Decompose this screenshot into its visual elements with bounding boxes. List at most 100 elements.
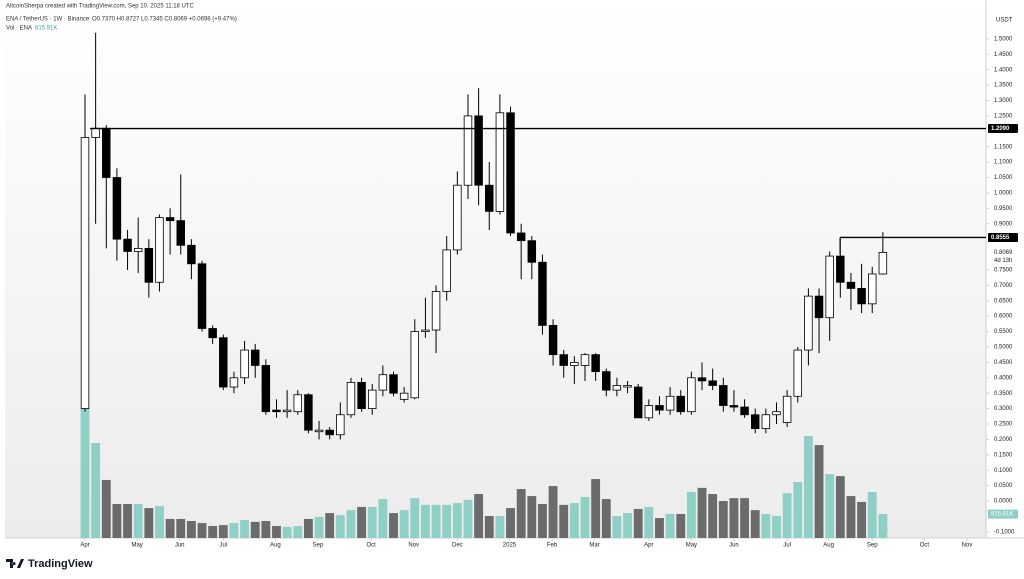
candle-body <box>644 405 654 419</box>
volume-bar <box>740 498 750 538</box>
candle-body <box>687 377 696 413</box>
candle <box>378 365 388 397</box>
volume-bar <box>761 513 771 538</box>
candle-body <box>538 261 547 326</box>
x-tick-label: Sep <box>313 543 324 549</box>
candle <box>144 239 154 298</box>
candle <box>389 371 398 397</box>
candle <box>442 236 451 301</box>
volume-bar <box>431 504 441 538</box>
volume-bar <box>495 516 505 538</box>
x-tick-label: May <box>131 543 142 549</box>
x-tick-label: Jul <box>219 543 227 549</box>
candle <box>846 273 856 310</box>
volume-bar <box>208 525 218 538</box>
volume-bar <box>80 409 90 538</box>
volume-bar <box>303 518 313 538</box>
volume-title: Vol · ENA <box>6 26 32 32</box>
candle-body <box>421 329 430 332</box>
candle-body <box>495 112 505 212</box>
candle-body <box>378 374 388 391</box>
candle <box>368 383 377 415</box>
candle <box>123 229 132 270</box>
y-tick-label: 0.4000 <box>994 375 1013 381</box>
candle-body <box>559 354 568 366</box>
candle-body <box>729 405 739 408</box>
candle <box>750 408 760 434</box>
volume-value: 815.91K <box>35 26 57 32</box>
volume-bar <box>399 510 409 538</box>
candle <box>868 266 877 314</box>
price-line-label-box <box>988 124 1018 134</box>
candle-body <box>814 295 824 319</box>
candle-body <box>655 405 664 411</box>
volume-bar <box>580 496 590 538</box>
candle <box>133 217 143 274</box>
x-tick-label: Aug <box>270 543 281 549</box>
candle-body <box>261 365 271 413</box>
candle-body <box>463 115 473 186</box>
candle <box>187 239 196 280</box>
candle-body <box>708 380 717 386</box>
candle-body <box>176 220 185 246</box>
volume-bar <box>772 516 781 538</box>
y-tick-label: 0.1500 <box>994 452 1013 458</box>
candle-body <box>112 177 122 240</box>
candle <box>559 350 568 378</box>
candle <box>229 371 239 394</box>
price-line-label: 1.2090 <box>991 126 1010 132</box>
volume-bar <box>559 504 569 538</box>
candle-body <box>208 328 217 339</box>
volume-bar <box>463 499 473 538</box>
volume-axis-label: 815.91K <box>991 512 1013 518</box>
y-tick-label: 0.0000 <box>994 499 1013 505</box>
x-tick-label: 2025 <box>503 543 517 549</box>
candle <box>304 393 313 434</box>
candle-body <box>846 281 856 289</box>
candle-body <box>165 217 175 222</box>
volume-bar <box>250 521 260 538</box>
y-tick-label: 0.1000 <box>994 468 1013 474</box>
candle <box>314 420 324 440</box>
volume-bar <box>420 504 430 538</box>
volume-bar <box>186 520 196 538</box>
candle-body <box>804 295 813 351</box>
volume-bar <box>782 493 792 538</box>
candle-body <box>102 127 111 178</box>
candle-body <box>187 244 196 265</box>
candle <box>112 168 122 261</box>
brand-name: TradingView <box>28 558 93 570</box>
candle <box>282 390 292 418</box>
candle <box>857 263 866 314</box>
y-tick-label: 0.9000 <box>994 221 1013 227</box>
candle <box>719 377 728 412</box>
volume-bar <box>155 506 164 538</box>
y-tick-label: 0.4500 <box>994 360 1013 366</box>
volume-bar <box>197 523 207 538</box>
candle-body <box>516 232 526 242</box>
volume-bar <box>452 503 462 538</box>
candle <box>878 232 888 275</box>
volume-bar <box>814 445 824 538</box>
candle-body <box>665 395 675 411</box>
candle-body <box>772 411 781 416</box>
volume-bar <box>261 520 271 538</box>
candle <box>272 399 281 418</box>
candle-body <box>453 184 462 251</box>
volume-bar <box>612 516 622 538</box>
volume-bar <box>410 498 420 538</box>
volume-bar <box>857 501 867 538</box>
candle <box>325 427 334 440</box>
y-tick-label: 1.0500 <box>994 175 1013 181</box>
candle-body <box>410 331 420 399</box>
y-tick-label: 1.0000 <box>994 190 1013 196</box>
volume-bar <box>527 496 537 538</box>
candle-body <box>719 385 728 406</box>
volume-bar <box>346 510 356 538</box>
candle <box>687 371 696 415</box>
price-line-label: 0.8555 <box>991 235 1010 241</box>
x-tick-label: Apr <box>644 543 653 549</box>
logo-icon <box>6 559 24 568</box>
volume-bar <box>144 508 154 538</box>
volume-bar <box>793 482 803 538</box>
